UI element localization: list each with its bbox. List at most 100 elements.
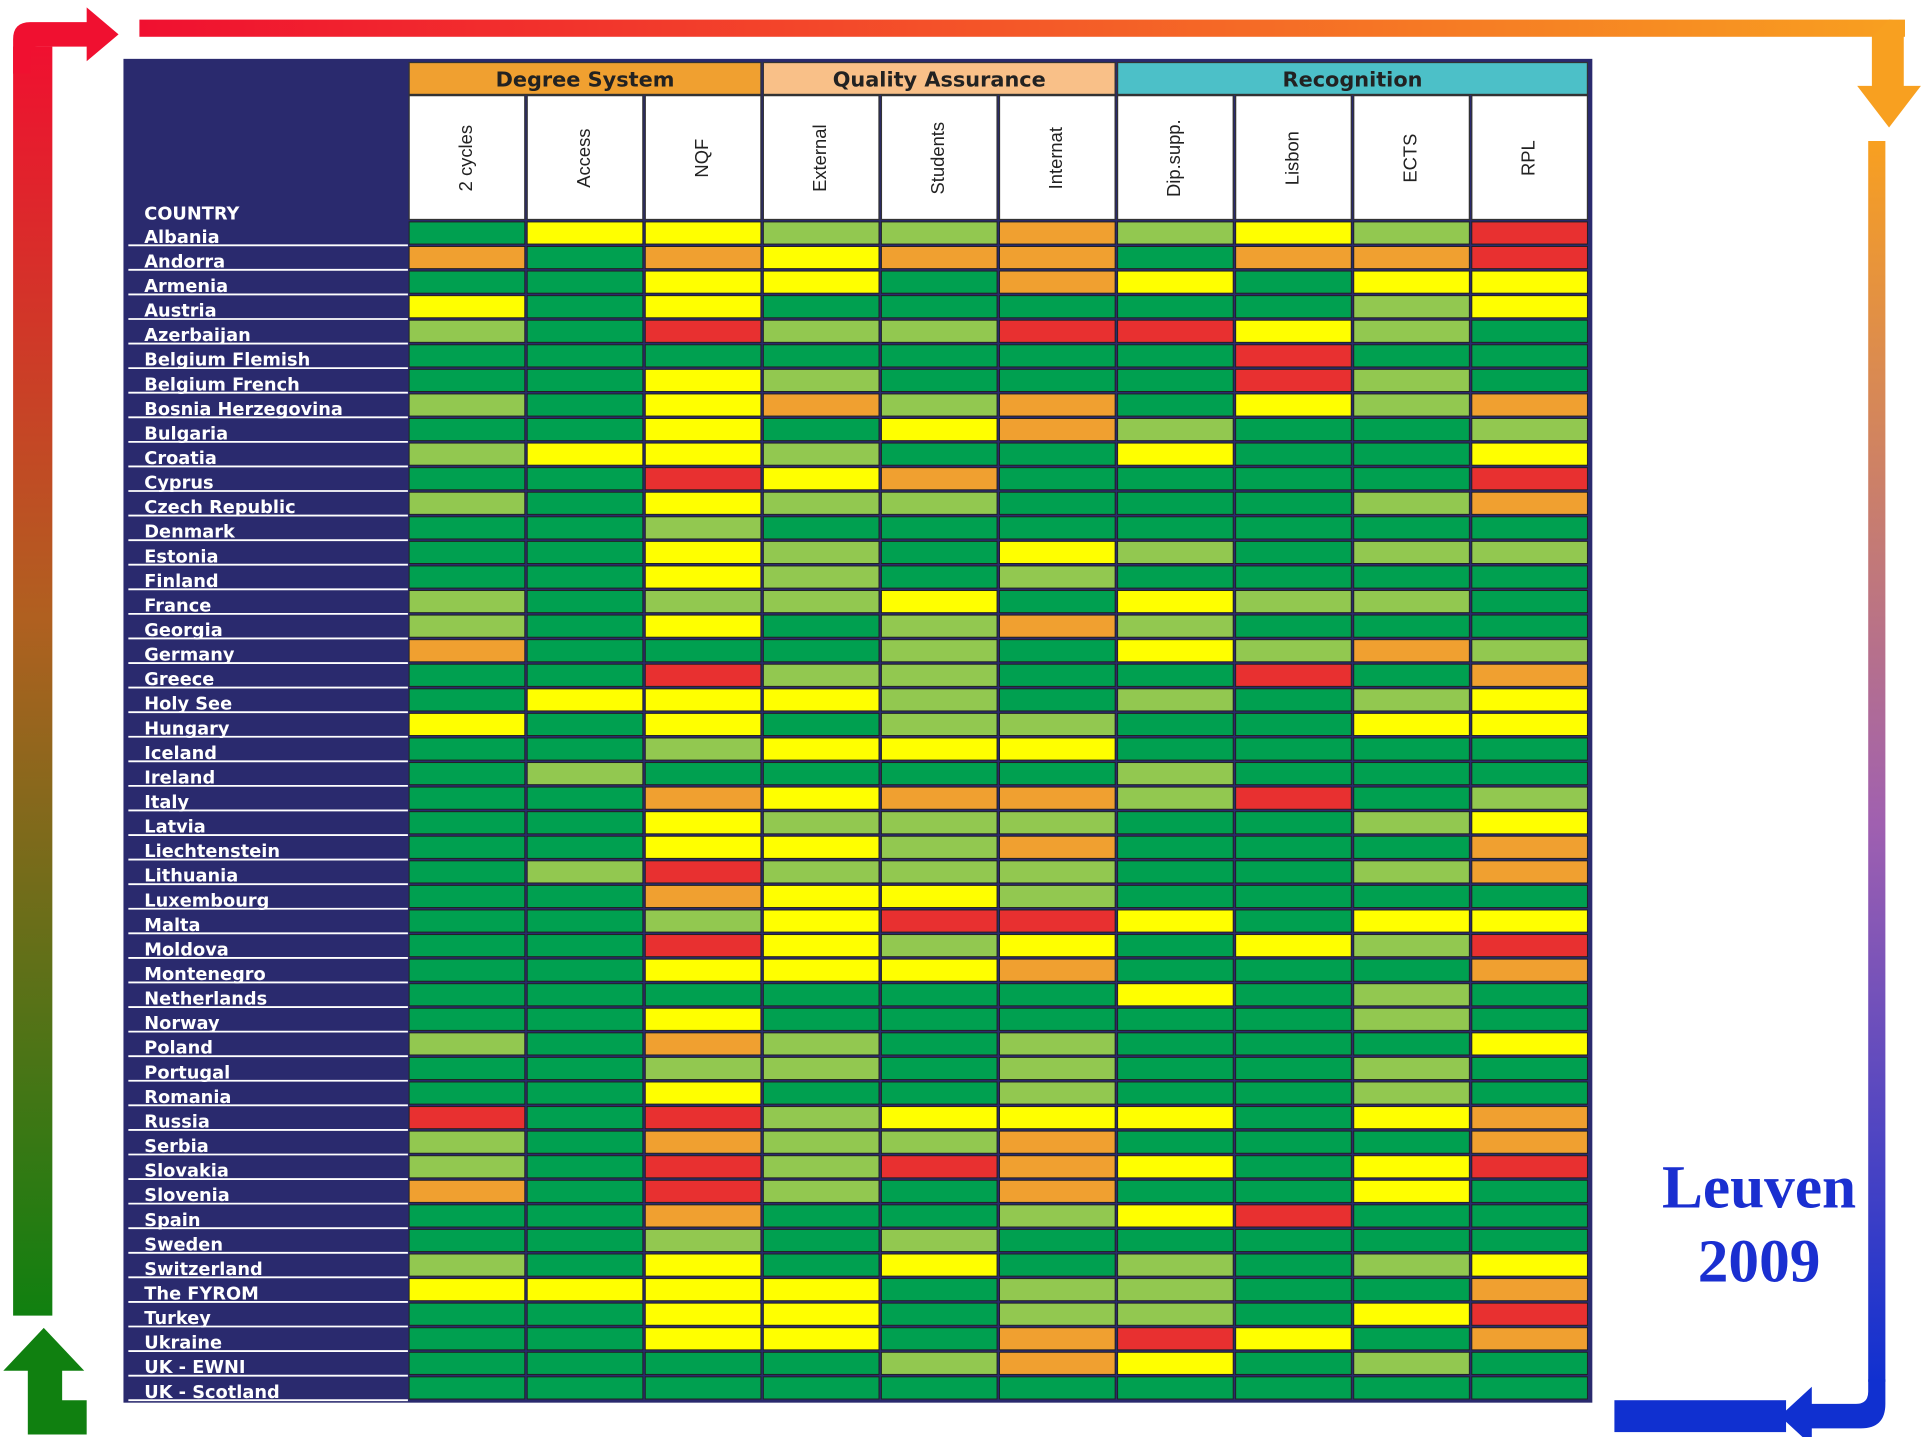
cell — [762, 491, 880, 515]
column-label: RPL — [1517, 140, 1538, 176]
cell — [1471, 1278, 1588, 1302]
cell — [1235, 1007, 1352, 1031]
cell — [880, 1376, 998, 1400]
cell — [408, 1130, 526, 1154]
cell — [408, 811, 526, 835]
cell — [644, 393, 762, 417]
cell — [1353, 1302, 1470, 1326]
cell — [1117, 639, 1234, 663]
cell — [1471, 1253, 1588, 1277]
country-label: Belgium Flemish — [144, 351, 310, 371]
cell — [1471, 811, 1588, 835]
cell — [762, 590, 880, 614]
column-label: 2 cycles — [455, 125, 476, 191]
cell — [526, 1179, 644, 1203]
cell — [1353, 1179, 1470, 1203]
column-label: NQF — [691, 139, 712, 178]
group-header — [762, 61, 1116, 96]
cell — [762, 246, 880, 270]
cell — [526, 565, 644, 589]
cell — [526, 614, 644, 638]
cell — [526, 909, 644, 933]
cell — [408, 983, 526, 1007]
cell — [1471, 1302, 1588, 1326]
country-label: Russia — [144, 1112, 210, 1132]
cell — [526, 1155, 644, 1179]
cell — [526, 983, 644, 1007]
cell — [880, 1179, 998, 1203]
column-header — [1353, 95, 1470, 221]
cell — [880, 590, 998, 614]
cell — [408, 270, 526, 294]
cell — [526, 1376, 644, 1400]
cell — [1117, 1032, 1234, 1056]
country-label: Denmark — [144, 523, 236, 543]
cell — [880, 884, 998, 909]
cell — [1235, 712, 1352, 737]
cell — [762, 1130, 880, 1154]
cell — [408, 934, 526, 958]
cell — [1471, 958, 1588, 982]
cell — [880, 1204, 998, 1228]
cell — [1235, 491, 1352, 515]
cell — [762, 1351, 880, 1375]
cell — [1117, 1327, 1234, 1351]
cell — [880, 1253, 998, 1277]
cell — [1235, 393, 1352, 417]
cell — [526, 1351, 644, 1375]
cell — [1353, 1155, 1470, 1179]
cell — [880, 1032, 998, 1056]
cell — [408, 1327, 526, 1351]
cell — [1471, 1351, 1588, 1375]
cell — [1235, 246, 1352, 270]
cell — [644, 516, 762, 540]
cell — [1471, 1376, 1588, 1400]
cell — [1353, 540, 1470, 564]
cell — [1353, 762, 1470, 786]
cell — [526, 1278, 644, 1302]
cell — [526, 270, 644, 294]
cell — [644, 1376, 762, 1400]
caption-line1: Leuven — [1662, 1154, 1856, 1222]
cell — [1353, 1007, 1470, 1031]
cell — [408, 418, 526, 442]
cell — [1471, 762, 1588, 786]
cell — [762, 762, 880, 786]
cell — [526, 368, 644, 392]
cell — [1353, 1253, 1470, 1277]
cell — [762, 516, 880, 540]
country-label: Norway — [144, 1014, 220, 1034]
cell — [408, 221, 526, 245]
cell — [408, 1351, 526, 1375]
cell — [408, 737, 526, 761]
cell — [1117, 688, 1234, 712]
cell — [1353, 1376, 1470, 1400]
cell — [999, 762, 1116, 786]
cell — [999, 246, 1116, 270]
cell — [644, 712, 762, 737]
cell — [999, 934, 1116, 958]
country-label: Poland — [144, 1039, 213, 1059]
column-header — [880, 95, 998, 221]
cell — [526, 393, 644, 417]
cell — [880, 909, 998, 933]
cell — [1353, 393, 1470, 417]
cell — [1471, 1155, 1588, 1179]
cell — [1471, 1081, 1588, 1105]
cell — [1471, 786, 1588, 810]
cell — [1353, 1351, 1470, 1375]
cell — [644, 1204, 762, 1228]
cell — [999, 737, 1116, 761]
cell — [644, 540, 762, 564]
cell — [999, 344, 1116, 368]
cell — [408, 565, 526, 589]
cell — [999, 393, 1116, 417]
cell — [1235, 295, 1352, 319]
cell — [644, 467, 762, 491]
cell — [644, 1106, 762, 1130]
cell — [762, 663, 880, 687]
cell — [1235, 1056, 1352, 1081]
cell — [408, 295, 526, 319]
cell — [1235, 1253, 1352, 1277]
cell — [644, 1351, 762, 1375]
